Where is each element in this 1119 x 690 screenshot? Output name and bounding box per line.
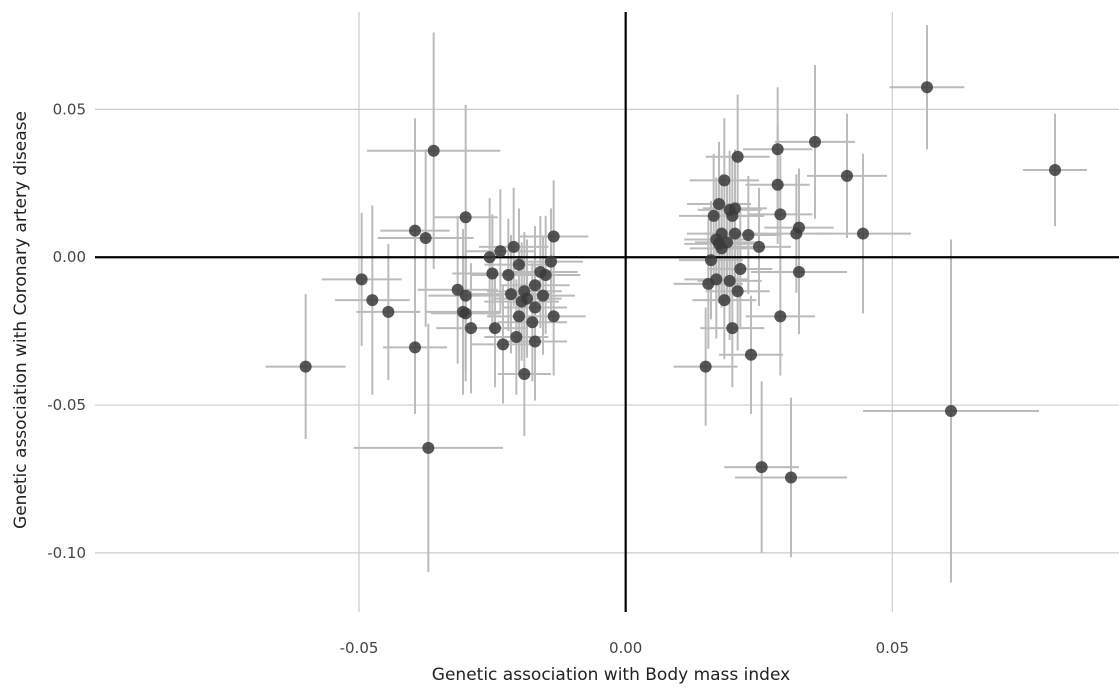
data-point (731, 150, 744, 163)
data-point (419, 232, 432, 244)
data-point (459, 289, 472, 302)
data-point (771, 143, 784, 156)
data-point (513, 258, 525, 271)
data-point (507, 240, 520, 253)
data-point (729, 202, 741, 215)
y-tick-label: -0.05 (47, 396, 86, 414)
y-axis-title: Genetic association with Coronary artery… (11, 111, 31, 529)
data-point (841, 169, 853, 182)
data-point (529, 279, 541, 292)
data-point (427, 144, 440, 157)
data-point (718, 174, 731, 187)
data-point (1049, 164, 1061, 176)
data-points (299, 81, 1061, 484)
error-bars (265, 25, 1087, 583)
data-point (715, 227, 728, 240)
data-point (945, 404, 957, 417)
y-tick-label: 0.00 (53, 248, 86, 266)
data-point (726, 322, 739, 335)
y-tick-label: -0.10 (47, 544, 86, 562)
data-point (489, 322, 501, 335)
data-point (521, 292, 533, 305)
data-point (513, 310, 525, 323)
data-point (518, 368, 531, 380)
data-point (721, 236, 733, 249)
data-point (710, 273, 723, 286)
data-point (299, 360, 312, 373)
data-point (718, 294, 731, 307)
grid-lines (95, 12, 1119, 612)
data-point (539, 268, 552, 281)
data-point (753, 240, 765, 253)
data-point (774, 208, 787, 221)
data-point (699, 360, 712, 373)
data-point (494, 245, 507, 258)
data-point (459, 307, 472, 320)
data-point (809, 135, 821, 148)
data-point (409, 224, 421, 237)
x-tick-label: 0.05 (876, 639, 909, 657)
data-point (774, 310, 787, 323)
data-point (510, 331, 523, 344)
data-point (547, 310, 560, 323)
data-point (537, 289, 549, 302)
data-point (729, 227, 741, 240)
data-point (713, 198, 725, 210)
data-point (422, 441, 435, 454)
data-point (355, 273, 368, 286)
data-point (505, 288, 517, 301)
data-point (529, 301, 541, 314)
data-point (483, 251, 496, 264)
data-point (731, 285, 744, 298)
data-point (705, 254, 717, 267)
data-point (793, 221, 805, 234)
data-point (409, 341, 421, 354)
data-point (921, 81, 933, 94)
data-point (707, 209, 720, 222)
data-point (545, 255, 557, 268)
data-point (755, 461, 768, 474)
data-point (742, 229, 755, 242)
data-point (459, 211, 472, 224)
data-point (785, 471, 797, 484)
data-point (382, 305, 395, 318)
x-tick-label: 0.00 (609, 639, 642, 657)
data-point (486, 267, 499, 280)
x-tick-label: -0.05 (340, 639, 379, 657)
data-point (857, 227, 869, 240)
data-point (529, 335, 541, 348)
data-point (547, 230, 560, 243)
data-point (745, 348, 757, 361)
data-point (793, 266, 805, 278)
zero-lines (95, 12, 1119, 612)
data-point (526, 316, 539, 329)
data-point (366, 294, 379, 307)
data-point (734, 263, 747, 276)
x-axis-title: Genetic association with Body mass index (432, 665, 790, 685)
y-tick-label: 0.05 (53, 100, 86, 118)
data-point (502, 268, 515, 281)
data-point (723, 274, 736, 287)
tick-labels: -0.05 0.00 0.05 -0.10 -0.05 0.00 0.05 (47, 100, 909, 657)
data-point (771, 178, 784, 191)
data-point (465, 322, 477, 335)
data-point (497, 338, 509, 351)
